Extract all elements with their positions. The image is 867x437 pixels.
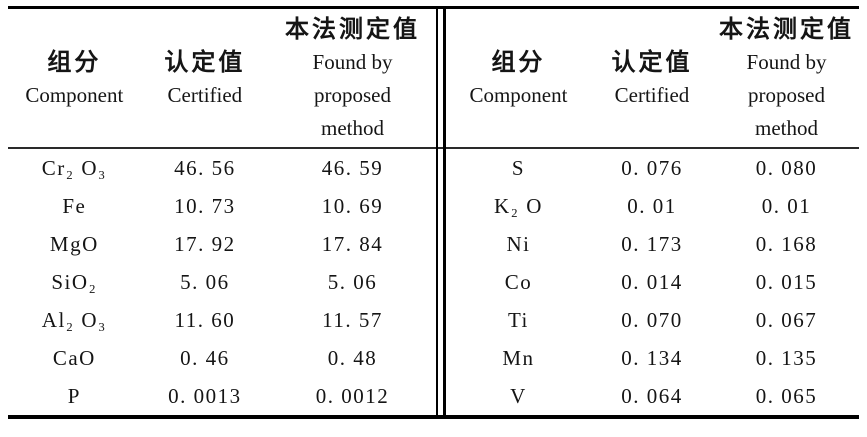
certified-value-cell: 0. 014 <box>621 269 683 294</box>
found-value-cell: 5. 06 <box>327 269 378 294</box>
component-cell: Al₂ O₃ <box>41 307 107 332</box>
component-cell: S <box>511 155 526 180</box>
header-found-en-line1: Found by <box>312 49 393 74</box>
header-component-zh: 组分 <box>491 48 546 76</box>
center-divider-line-left <box>436 6 438 419</box>
center-divider-line-right <box>443 6 446 419</box>
header-found-en-line3: method <box>321 115 385 140</box>
header-certified-zh: 认定值 <box>611 48 693 76</box>
table-bottom-rule <box>8 415 859 419</box>
component-cell: Fe <box>62 193 87 218</box>
header-component-en: Component <box>25 82 124 107</box>
header-found-en-line1: Found by <box>746 49 827 74</box>
component-cell: Cr₂ O₃ <box>41 155 107 180</box>
certified-value-cell: 0. 070 <box>621 307 683 332</box>
found-value-cell: 0. 065 <box>755 383 818 408</box>
found-value-cell: 0. 0012 <box>315 383 390 408</box>
certified-value-cell: 11. 60 <box>174 307 236 332</box>
header-found-zh: 本法测定值 <box>719 15 854 43</box>
header-certified-en: Certified <box>614 82 690 107</box>
certified-value-cell: 0. 173 <box>621 231 683 256</box>
certified-value-cell: 0. 134 <box>621 345 683 370</box>
certified-value-cell: 0. 0013 <box>168 383 242 408</box>
component-cell: V <box>510 383 527 408</box>
header-certified-en: Certified <box>167 82 243 107</box>
header-separator-rule <box>8 147 859 149</box>
component-cell: Ti <box>507 307 529 332</box>
table-top-rule <box>8 6 859 9</box>
certified-value-cell: 17. 92 <box>174 231 236 256</box>
found-value-cell: 0. 01 <box>761 193 812 218</box>
certified-value-cell: 0. 46 <box>180 345 230 370</box>
certified-value-cell: 10. 73 <box>174 193 236 218</box>
header-component: 组分 Component <box>8 8 141 149</box>
found-value-cell: 46. 59 <box>321 155 384 180</box>
header-found-en-line3: method <box>755 115 818 140</box>
header-component: 组分 Component <box>446 8 591 149</box>
certified-value-cell: 0. 076 <box>621 155 683 180</box>
found-value-cell: 11. 57 <box>322 307 383 332</box>
header-found-en-line2: proposed <box>748 82 825 107</box>
header-certified-zh: 认定值 <box>164 48 246 76</box>
certified-value-cell: 0. 01 <box>627 193 677 218</box>
table-header-left: 组分 Component 认定值 Certified 本法测定值 Found b… <box>8 8 436 149</box>
component-cell: K₂ O <box>493 193 543 218</box>
found-value-cell: 0. 067 <box>755 307 818 332</box>
component-cell: P <box>67 383 81 408</box>
found-value-cell: 0. 168 <box>755 231 818 256</box>
header-certified: 认定值 Certified <box>591 8 713 149</box>
table-body-right: S 0. 076 0. 080 K₂ O 0. 01 0. 01 Ni 0. 1… <box>446 149 860 415</box>
found-value-cell: 0. 080 <box>755 155 818 180</box>
table-body-left: Cr₂ O₃ 46. 56 46. 59 Fe 10. 73 10. 69 Mg… <box>8 149 436 415</box>
found-value-cell: 0. 015 <box>755 269 818 294</box>
header-component-zh: 组分 <box>47 48 102 76</box>
header-found: 本法测定值 Found by proposed method <box>269 8 436 149</box>
certified-value-cell: 46. 56 <box>174 155 236 180</box>
component-cell: Co <box>504 269 533 294</box>
header-component-en: Component <box>469 82 568 107</box>
component-cell: Ni <box>506 231 531 256</box>
component-cell: MgO <box>49 231 99 256</box>
found-value-cell: 0. 135 <box>755 345 818 370</box>
found-value-cell: 0. 48 <box>327 345 378 370</box>
found-value-cell: 10. 69 <box>321 193 384 218</box>
table-right-half: 组分 Component 认定值 Certified 本法测定值 Found b… <box>446 8 860 415</box>
certified-value-cell: 5. 06 <box>180 269 230 294</box>
header-found-zh: 本法测定值 <box>285 15 421 43</box>
header-found-en-line2: proposed <box>314 82 392 107</box>
header-certified: 认定值 Certified <box>141 8 269 149</box>
component-cell: Mn <box>502 345 535 370</box>
header-found: 本法测定值 Found by proposed method <box>713 8 860 149</box>
component-cell: SiO₂ <box>51 269 98 294</box>
table-header-right: 组分 Component 认定值 Certified 本法测定值 Found b… <box>446 8 860 149</box>
table-left-half: 组分 Component 认定值 Certified 本法测定值 Found b… <box>8 8 436 415</box>
found-value-cell: 17. 84 <box>321 231 384 256</box>
certified-value-cell: 0. 064 <box>621 383 683 408</box>
component-cell: CaO <box>52 345 96 370</box>
